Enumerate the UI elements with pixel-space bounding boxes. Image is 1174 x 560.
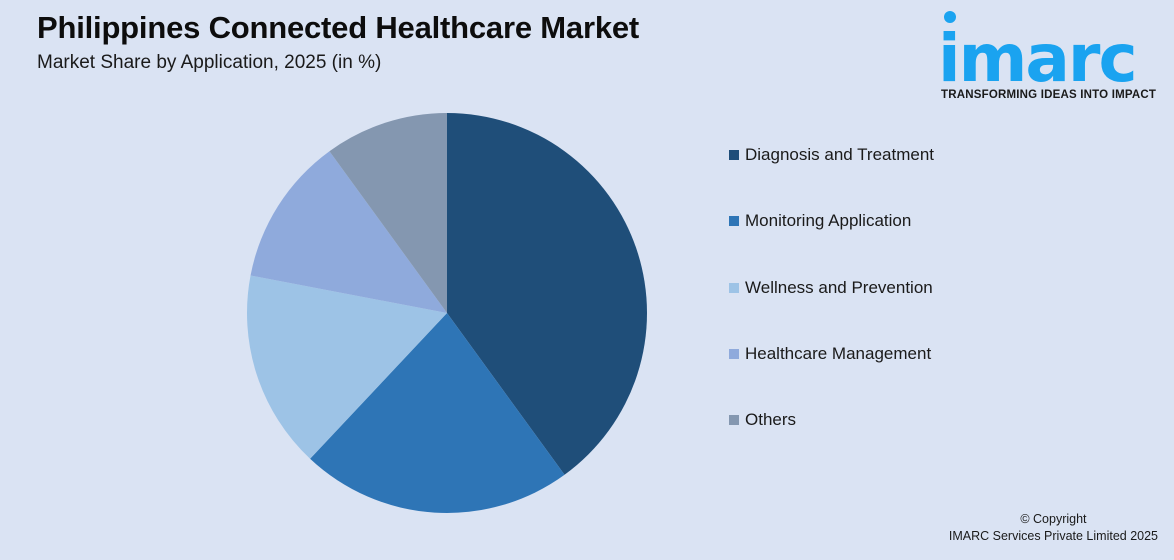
pie-slice-others	[329, 113, 447, 313]
legend-swatch-icon	[729, 415, 739, 426]
logo-tagline: TRANSFORMING IDEAS INTO IMPACT	[941, 89, 1157, 101]
copyright-line-1: © Copyright	[1020, 512, 1087, 526]
legend-swatch-icon	[729, 150, 739, 160]
legend-item: Wellness and Prevention	[729, 276, 934, 300]
legend-item: Healthcare Management	[729, 342, 934, 366]
legend-item: Others	[729, 408, 934, 432]
chart-subtitle: Market Share by Application, 2025 (in %)	[37, 52, 382, 73]
copyright: © Copyright IMARC Services Private Limit…	[949, 511, 1158, 545]
logo-wordmark: imarc	[938, 20, 1138, 97]
legend-label: Wellness and Prevention	[745, 277, 933, 297]
chart-title: Philippines Connected Healthcare Market	[37, 10, 640, 45]
legend-label: Monitoring Application	[745, 211, 912, 231]
pie-slice-diagnosis-and-treatment	[447, 113, 647, 475]
pie-slice-wellness-and-prevention	[246, 275, 447, 459]
legend-item: Diagnosis and Treatment	[729, 143, 934, 167]
logo-dot-icon	[944, 11, 956, 23]
pie-chart	[246, 113, 647, 514]
legend-swatch-icon	[729, 216, 739, 227]
pie-slice-healthcare-management	[250, 151, 447, 313]
pie-slice-monitoring-application	[310, 313, 565, 514]
chart-legend: Diagnosis and Treatment Monitoring Applic…	[729, 143, 934, 474]
imarc-logo: imarc TRANSFORMING IDEAS INTO IMPACT	[936, 6, 1166, 106]
legend-swatch-icon	[729, 348, 739, 359]
legend-label: Diagnosis and Treatment	[745, 145, 934, 164]
legend-label: Others	[745, 410, 797, 430]
legend-item: Monitoring Application	[729, 209, 934, 233]
copyright-line-2: IMARC Services Private Limited 2025	[948, 529, 1158, 543]
legend-swatch-icon	[729, 282, 739, 293]
legend-label: Healthcare Management	[745, 343, 932, 363]
